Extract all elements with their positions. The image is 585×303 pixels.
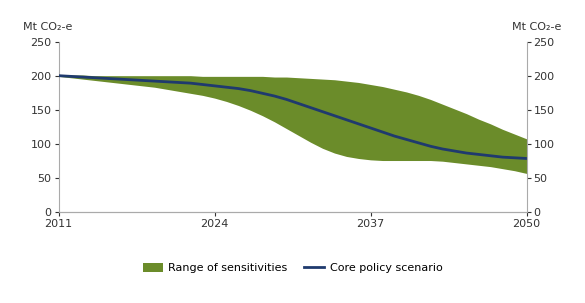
Text: Mt CO₂-e: Mt CO₂-e (23, 22, 73, 32)
Text: Mt CO₂-e: Mt CO₂-e (512, 22, 562, 32)
Legend: Range of sensitivities, Core policy scenario: Range of sensitivities, Core policy scen… (138, 258, 447, 278)
